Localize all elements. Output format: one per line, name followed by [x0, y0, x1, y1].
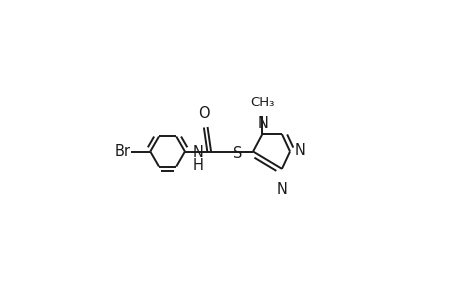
Text: N: N	[294, 143, 304, 158]
Text: O: O	[198, 106, 209, 122]
Text: N: N	[257, 116, 268, 131]
Text: Br: Br	[114, 144, 130, 159]
Text: H: H	[192, 158, 203, 173]
Text: N: N	[276, 182, 287, 196]
Text: CH₃: CH₃	[250, 96, 274, 109]
Text: N: N	[192, 145, 203, 160]
Text: S: S	[232, 146, 242, 161]
